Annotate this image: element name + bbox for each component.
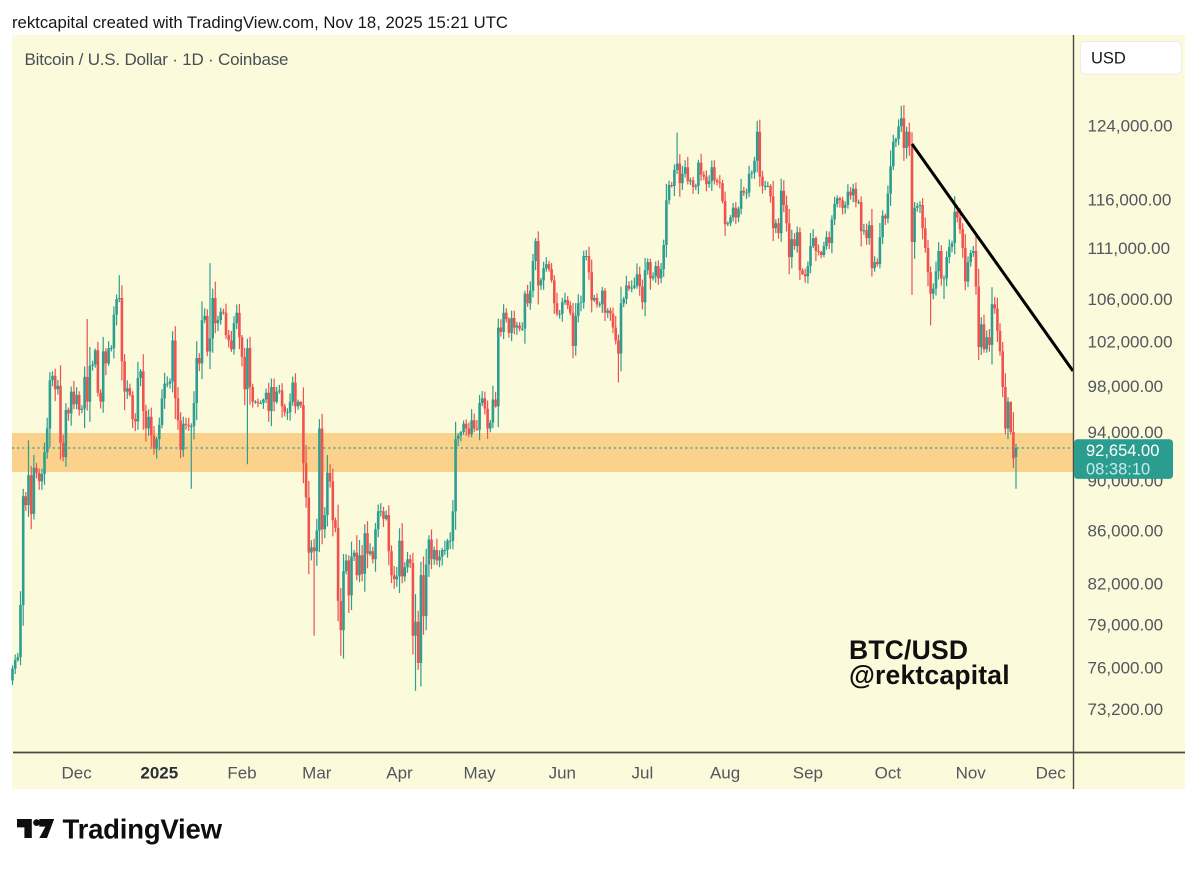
svg-text:Jul: Jul [632,764,654,783]
svg-text:106,000.00: 106,000.00 [1088,290,1173,309]
svg-text:124,000.00: 124,000.00 [1088,117,1173,136]
svg-text:Bitcoin / U.S. Dollar · 1D · C: Bitcoin / U.S. Dollar · 1D · Coinbase [25,50,289,69]
svg-text:TradingView: TradingView [63,813,223,844]
svg-text:102,000.00: 102,000.00 [1088,333,1173,352]
svg-text:111,000.00: 111,000.00 [1088,239,1171,258]
svg-text:82,000.00: 82,000.00 [1088,574,1164,593]
svg-text:76,000.00: 76,000.00 [1088,658,1164,677]
svg-text:Feb: Feb [227,764,256,783]
svg-text:Oct: Oct [875,764,902,783]
svg-text:98,000.00: 98,000.00 [1088,377,1164,396]
svg-text:Dec: Dec [61,764,92,783]
svg-text:Sep: Sep [793,764,823,783]
svg-text:USD: USD [1091,50,1126,68]
svg-text:73,200.00: 73,200.00 [1088,700,1164,719]
svg-text:Jun: Jun [549,764,576,783]
svg-text:2025: 2025 [140,764,178,783]
svg-text:rektcapital created with Tradi: rektcapital created with TradingView.com… [12,13,508,32]
svg-text:94,000.00: 94,000.00 [1088,423,1164,442]
svg-text:Dec: Dec [1036,764,1067,783]
svg-text:@rektcapital: @rektcapital [849,660,1010,690]
svg-text:116,000.00: 116,000.00 [1088,190,1172,209]
svg-text:Nov: Nov [956,764,987,783]
svg-text:92,654.00: 92,654.00 [1086,442,1159,460]
svg-text:Aug: Aug [710,764,740,783]
svg-text:Mar: Mar [302,764,332,783]
svg-text:86,000.00: 86,000.00 [1088,522,1164,541]
svg-text:08:38:10: 08:38:10 [1086,461,1150,479]
svg-text:BTC/USD: BTC/USD [849,635,968,665]
svg-text:79,000.00: 79,000.00 [1088,616,1164,635]
svg-text:Apr: Apr [386,764,413,783]
svg-text:May: May [464,764,497,783]
